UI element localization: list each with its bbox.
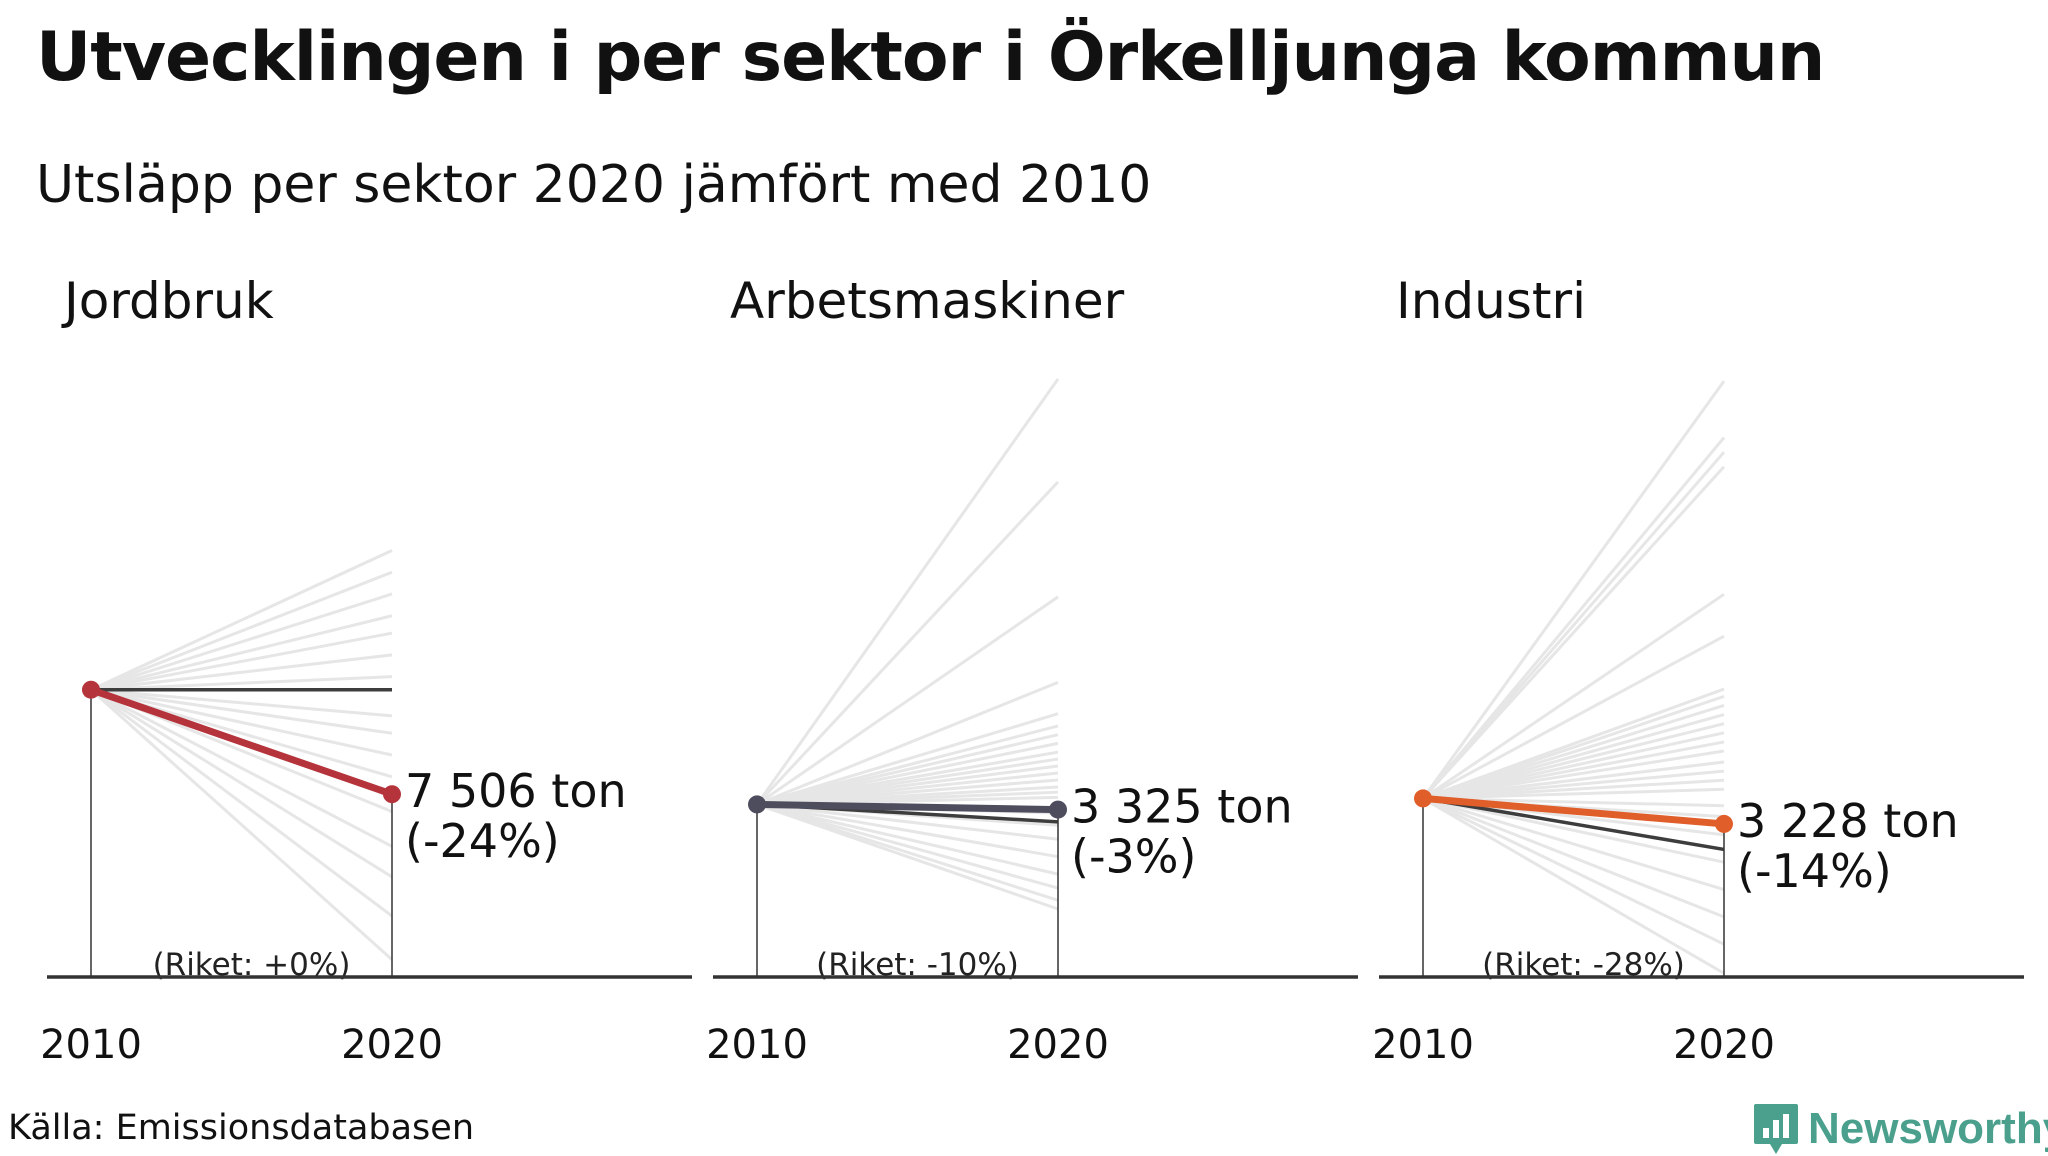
context-line (1421, 380, 1726, 800)
context-line (756, 680, 1059, 806)
context-line (90, 688, 393, 918)
context-line (90, 688, 393, 735)
x-tick-label: 2010 (40, 1022, 142, 1068)
x-tick-label: 2020 (1673, 1022, 1775, 1068)
change-label: (-3%) (1071, 830, 1196, 884)
context-line (1422, 769, 1725, 800)
context-line (90, 688, 393, 848)
value-label: 3 325 ton (1071, 780, 1293, 834)
main-point-2010 (1414, 789, 1432, 808)
value-label: 7 506 ton (405, 764, 627, 818)
context-line (756, 595, 1059, 806)
brand-name: Newsworthy (1808, 1104, 2048, 1153)
context-line (1422, 796, 1725, 891)
context-line (90, 631, 393, 692)
context-line (756, 802, 1059, 911)
context-line (756, 802, 1059, 890)
context-line (1422, 760, 1725, 800)
national-line (1422, 796, 1725, 852)
panel-title: Jordbruk (61, 272, 274, 330)
context-line (90, 675, 393, 692)
main-series-line (753, 800, 1062, 814)
source-note: Källa: Emissionsdatabasen (8, 1108, 475, 1148)
context-line (1421, 465, 1726, 800)
context-line (756, 802, 1059, 841)
x-tick-label: 2020 (341, 1022, 443, 1068)
context-line (1422, 797, 1725, 946)
context-line (755, 378, 1060, 806)
context-line (90, 688, 393, 757)
main-point-2020 (1715, 814, 1733, 833)
context-line (90, 688, 393, 718)
context-line (1422, 787, 1725, 800)
panel-title: Industri (1396, 272, 1586, 330)
context-line (1422, 634, 1725, 800)
context-line (1421, 436, 1726, 800)
context-line (90, 653, 393, 692)
context-line (90, 592, 393, 692)
x-tick-label: 2010 (706, 1022, 808, 1068)
context-line (1422, 749, 1725, 800)
context-line (1422, 797, 1725, 919)
main-point-2010 (82, 680, 100, 699)
context-line (756, 712, 1059, 806)
context-line (89, 688, 394, 961)
change-label: (-14%) (1737, 844, 1892, 898)
change-label: (-24%) (405, 814, 560, 868)
brand-logo: Newsworthy (1752, 1102, 2048, 1156)
main-series-line (1419, 794, 1728, 828)
value-label: 3 228 ton (1737, 794, 1959, 848)
x-tick-label: 2010 (1372, 1022, 1474, 1068)
context-line (1422, 797, 1725, 975)
context-line (755, 480, 1060, 806)
main-point-2010 (748, 795, 766, 814)
newsworthy-logo-icon (1754, 1104, 1798, 1154)
context-line (1422, 778, 1725, 800)
panel-title: Arbetsmaskiner (730, 272, 1125, 330)
chart-title: Utvecklingen i per sektor i Örkelljunga … (36, 18, 1825, 97)
context-line (756, 802, 1059, 876)
main-point-2020 (383, 785, 401, 804)
context-line (1422, 740, 1725, 800)
context-line (1422, 796, 1725, 864)
context-line (1422, 593, 1725, 800)
main-point-2020 (1049, 800, 1067, 819)
context-line (90, 549, 393, 692)
context-line (90, 688, 393, 879)
context-line (90, 570, 393, 692)
context-line (1421, 451, 1726, 800)
context-line (756, 802, 1059, 859)
main-series-line (87, 686, 396, 798)
context-line (90, 614, 393, 692)
chart-subtitle: Utsläpp per sektor 2020 jämfört med 2010 (36, 155, 1152, 215)
x-tick-label: 2020 (1007, 1022, 1109, 1068)
